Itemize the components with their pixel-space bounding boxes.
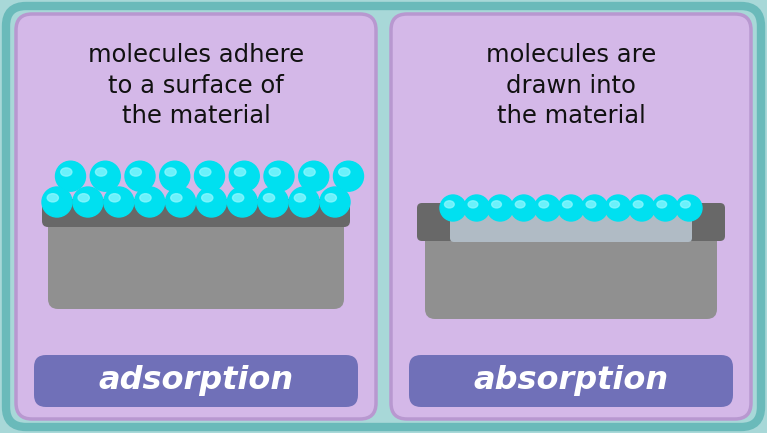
Text: absorption: absorption [473,365,669,397]
FancyBboxPatch shape [681,203,725,241]
Ellipse shape [492,201,502,208]
Circle shape [229,161,259,191]
Ellipse shape [202,194,213,202]
FancyBboxPatch shape [450,204,692,242]
Circle shape [487,195,513,221]
Circle shape [299,161,329,191]
Circle shape [135,187,165,217]
Ellipse shape [325,194,337,202]
Ellipse shape [295,194,305,202]
Ellipse shape [78,194,89,202]
FancyBboxPatch shape [16,14,376,419]
Text: molecules are
drawn into
the material: molecules are drawn into the material [486,43,656,128]
Ellipse shape [610,201,620,208]
Circle shape [440,195,466,221]
Circle shape [166,187,196,217]
Ellipse shape [171,194,182,202]
Circle shape [227,187,258,217]
Circle shape [91,161,120,191]
Ellipse shape [199,168,211,176]
Ellipse shape [61,168,72,176]
Ellipse shape [95,168,107,176]
Circle shape [264,161,294,191]
Circle shape [196,187,226,217]
Circle shape [125,161,155,191]
FancyBboxPatch shape [48,211,344,309]
Circle shape [581,195,607,221]
Ellipse shape [634,201,643,208]
Circle shape [320,187,350,217]
Ellipse shape [269,168,281,176]
Circle shape [55,161,85,191]
FancyBboxPatch shape [417,203,461,241]
Ellipse shape [562,201,572,208]
Ellipse shape [165,168,176,176]
FancyBboxPatch shape [6,6,761,427]
Circle shape [160,161,189,191]
Circle shape [605,195,631,221]
Ellipse shape [680,201,690,208]
Text: adsorption: adsorption [98,365,294,397]
Circle shape [535,195,561,221]
Circle shape [511,195,537,221]
Ellipse shape [48,194,58,202]
Circle shape [676,195,702,221]
FancyBboxPatch shape [425,211,717,319]
Ellipse shape [445,201,454,208]
Ellipse shape [304,168,315,176]
FancyBboxPatch shape [391,14,751,419]
Ellipse shape [109,194,120,202]
Circle shape [653,195,678,221]
Ellipse shape [140,194,151,202]
Circle shape [258,187,288,217]
Ellipse shape [263,194,275,202]
Text: molecules adhere
to a surface of
the material: molecules adhere to a surface of the mat… [88,43,304,128]
Ellipse shape [339,168,350,176]
Circle shape [558,195,584,221]
Ellipse shape [515,201,525,208]
Ellipse shape [235,168,245,176]
Ellipse shape [657,201,667,208]
FancyBboxPatch shape [42,199,350,227]
Circle shape [195,161,225,191]
Circle shape [629,195,655,221]
FancyBboxPatch shape [409,355,733,407]
Circle shape [42,187,72,217]
Circle shape [463,195,489,221]
Circle shape [73,187,103,217]
Ellipse shape [130,168,141,176]
Circle shape [289,187,319,217]
Ellipse shape [586,201,596,208]
Circle shape [104,187,133,217]
Ellipse shape [539,201,548,208]
Ellipse shape [232,194,244,202]
Circle shape [334,161,364,191]
FancyBboxPatch shape [34,355,358,407]
Ellipse shape [468,201,478,208]
